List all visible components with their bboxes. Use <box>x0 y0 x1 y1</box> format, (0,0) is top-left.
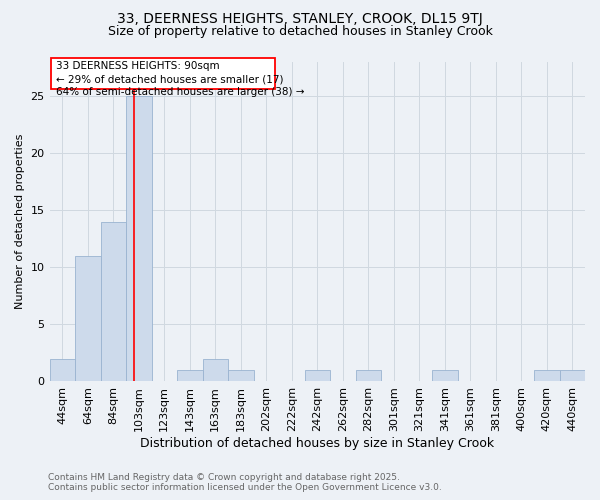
X-axis label: Distribution of detached houses by size in Stanley Crook: Distribution of detached houses by size … <box>140 437 494 450</box>
Bar <box>101 222 126 382</box>
Text: 33, DEERNESS HEIGHTS, STANLEY, CROOK, DL15 9TJ: 33, DEERNESS HEIGHTS, STANLEY, CROOK, DL… <box>117 12 483 26</box>
Bar <box>126 96 152 382</box>
Y-axis label: Number of detached properties: Number of detached properties <box>15 134 25 309</box>
Text: Size of property relative to detached houses in Stanley Crook: Size of property relative to detached ho… <box>107 25 493 38</box>
Bar <box>203 358 228 382</box>
Bar <box>50 358 75 382</box>
Bar <box>356 370 381 382</box>
Bar <box>75 256 101 382</box>
Bar <box>305 370 330 382</box>
Bar <box>560 370 585 382</box>
Text: Contains HM Land Registry data © Crown copyright and database right 2025.
Contai: Contains HM Land Registry data © Crown c… <box>48 473 442 492</box>
FancyBboxPatch shape <box>51 58 275 89</box>
Text: 33 DEERNESS HEIGHTS: 90sqm
← 29% of detached houses are smaller (17)
64% of semi: 33 DEERNESS HEIGHTS: 90sqm ← 29% of deta… <box>56 61 304 98</box>
Bar <box>534 370 560 382</box>
Bar <box>177 370 203 382</box>
Bar <box>432 370 458 382</box>
Bar <box>228 370 254 382</box>
